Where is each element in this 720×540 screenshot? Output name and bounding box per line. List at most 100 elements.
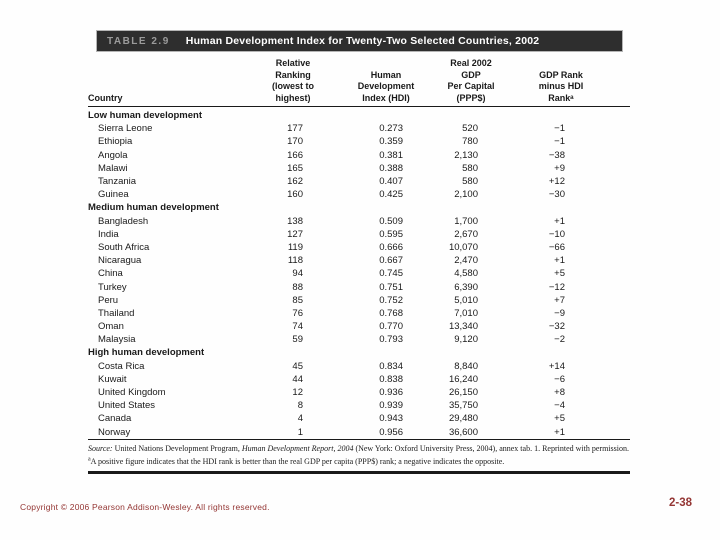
section-header-label: Low human development	[88, 110, 203, 122]
cell-gdp-per-capita: 780	[462, 136, 478, 148]
source-text-2: (New York: Oxford University Press, 2004…	[353, 443, 629, 453]
cell-relative-ranking: 85	[292, 294, 303, 306]
table-row: South Africa 119 0.666 10,070 −66	[88, 241, 630, 254]
cell-gdp-per-capita: 29,480	[448, 413, 478, 425]
table-row: China 94 0.745 4,580 +5	[88, 267, 630, 280]
cell-country: Malaysia	[98, 334, 136, 346]
cell-relative-ranking: 4	[297, 413, 303, 425]
table-bottom-bar	[88, 470, 630, 474]
table-row: Peru 85 0.752 5,010 +7	[88, 294, 630, 307]
footnote-marker: a	[88, 456, 91, 463]
cell-hdi: 0.595	[379, 228, 403, 240]
column-header-gdp-rank-minus-hdi: GDP Rank minus HDI Rankᵃ	[538, 69, 584, 103]
cell-relative-ranking: 160	[287, 189, 303, 201]
cell-gdp-per-capita: 2,130	[454, 149, 478, 161]
cell-relative-ranking: 138	[287, 215, 303, 227]
cell-hdi: 0.745	[379, 268, 403, 280]
cell-relative-ranking: 76	[292, 307, 303, 319]
cell-gdp-rank-minus-hdi-rank: +14	[548, 360, 565, 372]
column-header-gdp: Real 2002 GDP Per Capital (PPP$)	[447, 58, 495, 103]
footnote-text: A positive figure indicates that the HDI…	[90, 456, 505, 466]
section-header-row: Low human development	[88, 109, 630, 122]
table-row: Turkey 88 0.751 6,390 −12	[88, 280, 630, 293]
cell-gdp-rank-minus-hdi-rank: +5	[554, 268, 565, 280]
table-row: Kuwait 44 0.838 16,240 −6	[88, 373, 630, 386]
cell-gdp-rank-minus-hdi-rank: +9	[554, 162, 565, 174]
cell-relative-ranking: 74	[292, 321, 303, 333]
cell-gdp-rank-minus-hdi-rank: −1	[554, 123, 565, 135]
cell-country: Guinea	[98, 189, 129, 201]
body-bottom-rule	[88, 438, 630, 440]
cell-hdi: 0.273	[379, 123, 403, 135]
cell-relative-ranking: 177	[287, 123, 303, 135]
table-number-label: TABLE 2.9	[107, 35, 170, 47]
cell-gdp-rank-minus-hdi-rank: +8	[554, 387, 565, 399]
table-row: Canada 4 0.943 29,480 +5	[88, 412, 630, 425]
cell-relative-ranking: 45	[292, 360, 303, 372]
cell-country: Peru	[98, 294, 119, 306]
cell-gdp-rank-minus-hdi-rank: −10	[548, 228, 565, 240]
cell-gdp-per-capita: 1,700	[454, 215, 478, 227]
cell-relative-ranking: 12	[292, 387, 303, 399]
source-text-1: United Nations Development Program,	[112, 443, 242, 453]
column-header-relative-ranking: Relative Ranking (lowest to highest)	[272, 58, 314, 103]
column-header-hdi: Human Development Index (HDI)	[357, 69, 415, 103]
source-label: Source:	[88, 443, 113, 453]
table-title: Human Development Index for Twenty-Two S…	[185, 35, 540, 47]
cell-gdp-rank-minus-hdi-rank: −4	[554, 400, 565, 412]
table-row: Oman 74 0.770 13,340 −32	[88, 320, 630, 333]
cell-relative-ranking: 118	[287, 255, 303, 267]
cell-country: Kuwait	[98, 373, 127, 385]
cell-gdp-rank-minus-hdi-rank: −12	[548, 281, 565, 293]
cell-country: Norway	[98, 426, 131, 438]
cell-gdp-rank-minus-hdi-rank: −32	[548, 321, 565, 333]
cell-relative-ranking: 94	[292, 268, 303, 280]
cell-country: Sierra Leone	[98, 123, 153, 135]
cell-gdp-per-capita: 13,340	[448, 321, 478, 333]
cell-hdi: 0.768	[379, 307, 403, 319]
cell-gdp-per-capita: 4,580	[454, 268, 478, 280]
table-row: Costa Rica 45 0.834 8,840 +14	[88, 360, 630, 373]
cell-gdp-per-capita: 26,150	[448, 387, 478, 399]
cell-gdp-per-capita: 2,670	[454, 228, 478, 240]
table-row: Angola 166 0.381 2,130 −38	[88, 149, 630, 162]
cell-gdp-rank-minus-hdi-rank: +7	[554, 294, 565, 306]
cell-gdp-rank-minus-hdi-rank: −6	[554, 373, 565, 385]
table-row: Guinea 160 0.425 2,100 −30	[88, 188, 630, 201]
cell-relative-ranking: 1	[297, 426, 303, 438]
cell-relative-ranking: 119	[287, 241, 303, 253]
table-row: Malawi 165 0.388 580 +9	[88, 162, 630, 175]
cell-country: Bangladesh	[98, 215, 149, 227]
cell-hdi: 0.667	[379, 255, 403, 267]
cell-country: Oman	[98, 321, 124, 333]
cell-hdi: 0.751	[379, 281, 403, 293]
table-row: Norway 1 0.956 36,600 +1	[88, 426, 630, 439]
hdi-table: TABLE 2.9 Human Development Index for Tw…	[88, 30, 630, 474]
section-header-row: High human development	[88, 346, 630, 359]
table-row: United Kingdom 12 0.936 26,150 +8	[88, 386, 630, 399]
cell-gdp-rank-minus-hdi-rank: +1	[554, 215, 565, 227]
cell-gdp-rank-minus-hdi-rank: −1	[554, 136, 565, 148]
slide-page-number: 2-38	[668, 497, 692, 509]
table-title-bar: TABLE 2.9 Human Development Index for Tw…	[96, 30, 623, 52]
cell-gdp-rank-minus-hdi-rank: −2	[554, 334, 565, 346]
cell-gdp-per-capita: 8,840	[454, 360, 478, 372]
table-row: Bangladesh 138 0.509 1,700 +1	[88, 215, 630, 228]
cell-gdp-per-capita: 36,600	[448, 426, 478, 438]
cell-hdi: 0.939	[379, 400, 403, 412]
cell-hdi: 0.381	[379, 149, 403, 161]
header-rule	[88, 106, 630, 107]
footnote: aA positive figure indicates that the HD…	[88, 456, 630, 467]
cell-country: Malawi	[98, 162, 128, 174]
cell-relative-ranking: 170	[287, 136, 303, 148]
cell-country: South Africa	[98, 241, 150, 253]
cell-hdi: 0.936	[379, 387, 403, 399]
cell-hdi: 0.388	[379, 162, 403, 174]
cell-country: Angola	[98, 149, 128, 161]
cell-gdp-rank-minus-hdi-rank: −38	[548, 149, 565, 161]
cell-country: Tanzania	[98, 176, 137, 188]
cell-gdp-per-capita: 2,470	[454, 255, 478, 267]
cell-country: Ethiopia	[98, 136, 133, 148]
cell-gdp-per-capita: 9,120	[454, 334, 478, 346]
